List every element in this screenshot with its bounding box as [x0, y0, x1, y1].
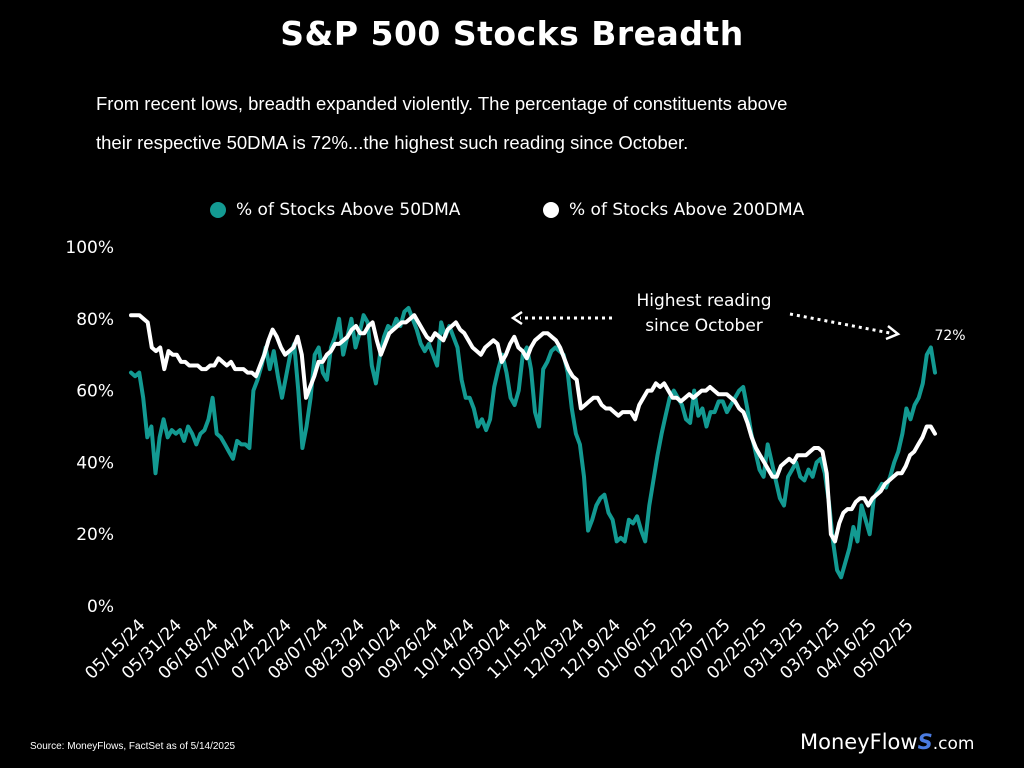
annotation-arrowhead-left-icon [510, 310, 523, 326]
y-tick-label: 20% [76, 525, 114, 545]
legend-item-50dma: % of Stocks Above 50DMA [210, 200, 460, 220]
legend-swatch-50dma-icon [210, 202, 226, 218]
legend-label-50dma: % of Stocks Above 50DMA [236, 200, 461, 220]
series-lines [129, 306, 937, 580]
annotation: Highest reading since October 72% [510, 291, 966, 344]
subtitle-line-1: From recent lows, breadth expanded viole… [96, 93, 788, 114]
legend-item-200dma: % of Stocks Above 200DMA [543, 200, 804, 220]
logo-domain: .com [932, 734, 975, 754]
source-note: Source: MoneyFlows, FactSet as of 5/14/2… [30, 741, 236, 752]
y-tick-label: 100% [65, 238, 114, 258]
y-tick-label: 40% [76, 453, 114, 473]
chart-title: S&P 500 Stocks Breadth [280, 14, 744, 53]
annotation-arrowhead-right-icon [885, 325, 901, 341]
y-tick-label: 60% [76, 382, 114, 402]
annotation-arrow-right [789, 312, 891, 335]
annotation-line-2: since October [645, 316, 763, 336]
y-axis: 0% 20% 40% 60% 80% 100% [65, 238, 114, 617]
logo-s: S [917, 730, 933, 754]
legend-swatch-200dma-icon [543, 202, 559, 218]
logo-text: MoneyFlow [800, 730, 918, 754]
subtitle-line-2: their respective 50DMA is 72%...the high… [96, 132, 689, 153]
moneyflows-logo: MoneyFlowS.com [800, 730, 974, 754]
legend-label-200dma: % of Stocks Above 200DMA [569, 200, 805, 220]
x-axis: 05/15/2405/31/2406/18/2407/04/2407/22/24… [81, 615, 917, 683]
y-tick-label: 80% [76, 310, 114, 330]
y-tick-label: 0% [87, 597, 114, 617]
series-line-50dma [129, 306, 937, 580]
end-value-label: 72% [934, 328, 965, 344]
series-line-200dma [129, 313, 937, 544]
annotation-line-1: Highest reading [636, 291, 771, 311]
